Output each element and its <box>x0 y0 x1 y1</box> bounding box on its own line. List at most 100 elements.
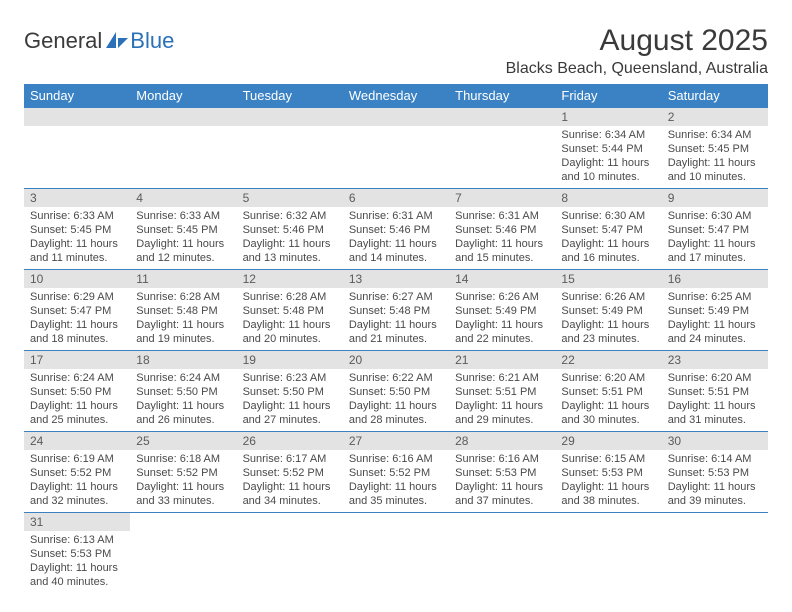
day-body: Sunrise: 6:34 AMSunset: 5:44 PMDaylight:… <box>555 126 661 188</box>
calendar-cell: 9Sunrise: 6:30 AMSunset: 5:47 PMDaylight… <box>662 189 768 270</box>
weekday-header: Friday <box>555 84 661 108</box>
daylight-text: Daylight: 11 hours <box>349 480 443 494</box>
day-number: 21 <box>449 351 555 369</box>
daylight-text: and 34 minutes. <box>243 494 337 508</box>
daylight-text: and 13 minutes. <box>243 251 337 265</box>
daylight-text: and 17 minutes. <box>668 251 762 265</box>
sunset-text: Sunset: 5:53 PM <box>668 466 762 480</box>
daylight-text: Daylight: 11 hours <box>668 156 762 170</box>
day-body: Sunrise: 6:25 AMSunset: 5:49 PMDaylight:… <box>662 288 768 350</box>
sunset-text: Sunset: 5:52 PM <box>136 466 230 480</box>
location: Blacks Beach, Queensland, Australia <box>506 60 768 78</box>
calendar-cell: 6Sunrise: 6:31 AMSunset: 5:46 PMDaylight… <box>343 189 449 270</box>
sunrise-text: Sunrise: 6:29 AM <box>30 290 124 304</box>
calendar-cell: 15Sunrise: 6:26 AMSunset: 5:49 PMDayligh… <box>555 270 661 351</box>
day-number: 20 <box>343 351 449 369</box>
day-number-empty <box>343 108 449 126</box>
day-body: Sunrise: 6:20 AMSunset: 5:51 PMDaylight:… <box>662 369 768 431</box>
sunset-text: Sunset: 5:44 PM <box>561 142 655 156</box>
day-number: 7 <box>449 189 555 207</box>
day-number: 10 <box>24 270 130 288</box>
calendar-cell: 30Sunrise: 6:14 AMSunset: 5:53 PMDayligh… <box>662 432 768 513</box>
title-block: August 2025 Blacks Beach, Queensland, Au… <box>506 24 768 78</box>
sunset-text: Sunset: 5:51 PM <box>455 385 549 399</box>
calendar-cell: 7Sunrise: 6:31 AMSunset: 5:46 PMDaylight… <box>449 189 555 270</box>
day-body: Sunrise: 6:22 AMSunset: 5:50 PMDaylight:… <box>343 369 449 431</box>
calendar-cell: 3Sunrise: 6:33 AMSunset: 5:45 PMDaylight… <box>24 189 130 270</box>
sunrise-text: Sunrise: 6:30 AM <box>668 209 762 223</box>
brand-logo: General Blue <box>24 28 174 54</box>
sunrise-text: Sunrise: 6:13 AM <box>30 533 124 547</box>
sunrise-text: Sunrise: 6:19 AM <box>30 452 124 466</box>
day-body: Sunrise: 6:23 AMSunset: 5:50 PMDaylight:… <box>237 369 343 431</box>
daylight-text: Daylight: 11 hours <box>243 318 337 332</box>
calendar-cell <box>449 108 555 189</box>
sunset-text: Sunset: 5:47 PM <box>30 304 124 318</box>
day-number: 31 <box>24 513 130 531</box>
day-body: Sunrise: 6:29 AMSunset: 5:47 PMDaylight:… <box>24 288 130 350</box>
day-body: Sunrise: 6:31 AMSunset: 5:46 PMDaylight:… <box>343 207 449 269</box>
calendar-row: 10Sunrise: 6:29 AMSunset: 5:47 PMDayligh… <box>24 270 768 351</box>
sunrise-text: Sunrise: 6:32 AM <box>243 209 337 223</box>
day-number: 6 <box>343 189 449 207</box>
day-number: 3 <box>24 189 130 207</box>
calendar-cell: 26Sunrise: 6:17 AMSunset: 5:52 PMDayligh… <box>237 432 343 513</box>
month-title: August 2025 <box>506 24 768 58</box>
sunset-text: Sunset: 5:52 PM <box>30 466 124 480</box>
day-body: Sunrise: 6:28 AMSunset: 5:48 PMDaylight:… <box>237 288 343 350</box>
day-body: Sunrise: 6:26 AMSunset: 5:49 PMDaylight:… <box>555 288 661 350</box>
day-number: 26 <box>237 432 343 450</box>
daylight-text: and 15 minutes. <box>455 251 549 265</box>
day-number: 13 <box>343 270 449 288</box>
day-body: Sunrise: 6:33 AMSunset: 5:45 PMDaylight:… <box>24 207 130 269</box>
sunrise-text: Sunrise: 6:28 AM <box>243 290 337 304</box>
calendar-cell: 23Sunrise: 6:20 AMSunset: 5:51 PMDayligh… <box>662 351 768 432</box>
daylight-text: and 28 minutes. <box>349 413 443 427</box>
sunrise-text: Sunrise: 6:31 AM <box>349 209 443 223</box>
day-number: 1 <box>555 108 661 126</box>
day-body: Sunrise: 6:13 AMSunset: 5:53 PMDaylight:… <box>24 531 130 593</box>
calendar-row: 3Sunrise: 6:33 AMSunset: 5:45 PMDaylight… <box>24 189 768 270</box>
calendar-row: 31Sunrise: 6:13 AMSunset: 5:53 PMDayligh… <box>24 513 768 594</box>
calendar-cell <box>662 513 768 594</box>
day-body: Sunrise: 6:19 AMSunset: 5:52 PMDaylight:… <box>24 450 130 512</box>
brand-text-blue: Blue <box>130 28 174 54</box>
weekday-header: Tuesday <box>237 84 343 108</box>
calendar-cell: 25Sunrise: 6:18 AMSunset: 5:52 PMDayligh… <box>130 432 236 513</box>
calendar-cell: 27Sunrise: 6:16 AMSunset: 5:52 PMDayligh… <box>343 432 449 513</box>
daylight-text: Daylight: 11 hours <box>243 480 337 494</box>
calendar-cell <box>24 108 130 189</box>
sunset-text: Sunset: 5:52 PM <box>243 466 337 480</box>
calendar-cell: 1Sunrise: 6:34 AMSunset: 5:44 PMDaylight… <box>555 108 661 189</box>
sunset-text: Sunset: 5:46 PM <box>243 223 337 237</box>
calendar-row: 1Sunrise: 6:34 AMSunset: 5:44 PMDaylight… <box>24 108 768 189</box>
sunset-text: Sunset: 5:50 PM <box>136 385 230 399</box>
calendar-cell <box>237 513 343 594</box>
daylight-text: Daylight: 11 hours <box>30 399 124 413</box>
brand-text-general: General <box>24 28 102 54</box>
sunset-text: Sunset: 5:46 PM <box>349 223 443 237</box>
calendar-cell: 19Sunrise: 6:23 AMSunset: 5:50 PMDayligh… <box>237 351 343 432</box>
sunrise-text: Sunrise: 6:27 AM <box>349 290 443 304</box>
daylight-text: and 22 minutes. <box>455 332 549 346</box>
sunset-text: Sunset: 5:50 PM <box>243 385 337 399</box>
sunset-text: Sunset: 5:53 PM <box>561 466 655 480</box>
day-number: 25 <box>130 432 236 450</box>
daylight-text: Daylight: 11 hours <box>561 156 655 170</box>
sunrise-text: Sunrise: 6:26 AM <box>561 290 655 304</box>
calendar-row: 17Sunrise: 6:24 AMSunset: 5:50 PMDayligh… <box>24 351 768 432</box>
daylight-text: Daylight: 11 hours <box>455 399 549 413</box>
calendar-cell: 31Sunrise: 6:13 AMSunset: 5:53 PMDayligh… <box>24 513 130 594</box>
day-number: 24 <box>24 432 130 450</box>
daylight-text: and 19 minutes. <box>136 332 230 346</box>
calendar-cell <box>555 513 661 594</box>
day-number-empty <box>130 108 236 126</box>
sunset-text: Sunset: 5:47 PM <box>668 223 762 237</box>
calendar-cell: 4Sunrise: 6:33 AMSunset: 5:45 PMDaylight… <box>130 189 236 270</box>
sunset-text: Sunset: 5:48 PM <box>136 304 230 318</box>
weekday-header-row: Sunday Monday Tuesday Wednesday Thursday… <box>24 84 768 108</box>
day-number: 22 <box>555 351 661 369</box>
day-number: 16 <box>662 270 768 288</box>
daylight-text: and 10 minutes. <box>561 170 655 184</box>
daylight-text: Daylight: 11 hours <box>561 399 655 413</box>
